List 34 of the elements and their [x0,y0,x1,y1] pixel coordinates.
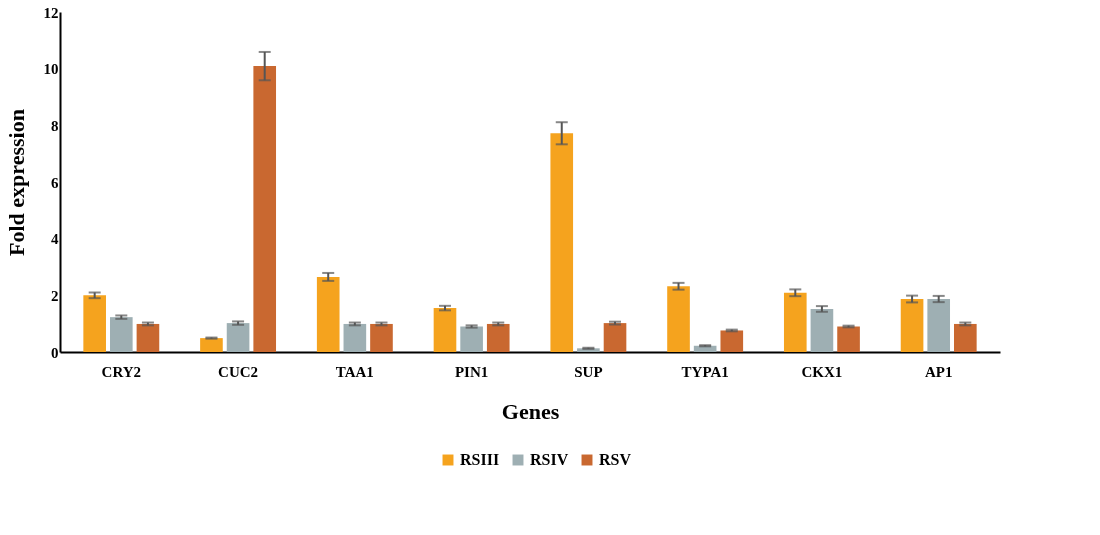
bar [253,66,277,352]
bar [603,323,627,352]
bar [460,326,483,352]
legend-label: RSIV [530,451,569,468]
legend-label: RSV [599,451,632,468]
x-tick-label: AP1 [924,363,953,380]
bar [136,323,160,352]
x-tick-label: TAA1 [335,363,374,380]
x-tick-label: SUP [574,363,603,380]
x-tick-label: CUC2 [218,363,259,380]
bar [370,323,393,352]
x-axis-title: Genes [501,398,560,424]
y-tick-label: 2 [51,287,59,304]
bar [837,326,860,352]
bar [343,323,367,352]
legend-label: RSIII [460,451,500,468]
y-tick-label: 8 [51,117,59,134]
x-tick-label: TYPA1 [681,363,729,380]
bar [226,323,250,352]
y-axis-title: Fold expression [3,109,29,256]
bar [109,317,133,352]
bar [486,323,510,352]
bar [954,323,977,352]
y-tick-label: 4 [51,231,59,248]
bar [720,330,744,352]
x-tick-label: CRY2 [101,363,142,380]
y-tick-label: 10 [43,61,59,78]
bar [200,338,223,352]
x-tick-label: PIN1 [454,363,489,380]
bar [550,133,574,352]
y-tick-label: 6 [51,174,59,191]
y-tick-label: 12 [43,4,59,21]
x-tick-label: CKX1 [801,363,843,380]
y-tick-label: 0 [51,344,59,361]
